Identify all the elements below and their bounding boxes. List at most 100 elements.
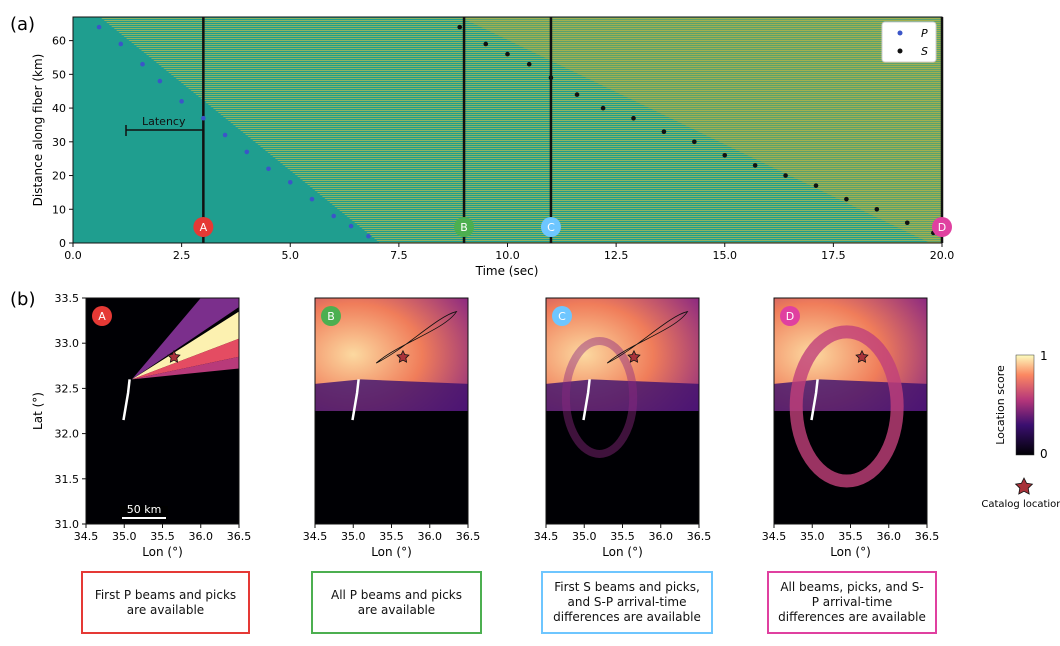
marker-label: C [547, 221, 555, 234]
map-badge-label: A [98, 310, 106, 323]
marker-badge [193, 217, 214, 237]
marker-badge [454, 217, 475, 237]
map-badge-label: B [327, 310, 335, 323]
latency-bracket: Latency [125, 115, 204, 136]
s-pick [844, 196, 849, 202]
sp-ring [561, 336, 638, 458]
x-tick-label: 36.0 [189, 530, 214, 543]
y-tick-label: 50 [52, 68, 66, 81]
catalog-star-icon [167, 349, 181, 363]
contour [606, 310, 689, 364]
s-pick [783, 173, 788, 178]
p-pick [287, 179, 293, 185]
y-tick-label: 0 [59, 237, 66, 250]
scalebar-label: 50 km [127, 503, 162, 516]
legend-s-label: S [921, 45, 928, 58]
y-tick-label: 10 [52, 203, 66, 216]
s-pick [692, 139, 697, 145]
x-tick-label: 10.0 [495, 249, 520, 262]
x-tick-label: 36.5 [227, 530, 252, 543]
x-tick-label: 35.0 [800, 530, 825, 543]
x-tick-label: 17.5 [821, 249, 846, 262]
legend-s-dot [897, 48, 903, 54]
map-ylabel: Lat (°) [31, 392, 45, 430]
caption-d: All beams, picks, and S-P arrival-time d… [767, 571, 937, 634]
s-pick [457, 24, 463, 30]
s-pick [574, 92, 580, 97]
map-xlabel: Lon (°) [830, 545, 871, 559]
s-pick [813, 183, 819, 188]
s-pick [631, 115, 636, 121]
marker-badges: A B C D [193, 217, 952, 237]
colorbar-max: 1 [1040, 349, 1048, 363]
panel-a-xlabel: Time (sec) [475, 264, 539, 278]
legend-p-dot [897, 30, 903, 36]
p-pick [118, 41, 124, 47]
y-tick-label: 32.0 [55, 428, 80, 441]
x-tick-label: 15.0 [713, 249, 738, 262]
score-field-low [315, 379, 468, 411]
colorbar-ramp [1015, 354, 1035, 456]
map-badge-label: C [558, 310, 566, 323]
x-tick-label: 35.5 [379, 530, 404, 543]
s-pick [505, 51, 510, 57]
contour [375, 310, 458, 364]
beam-sector [131, 338, 239, 380]
marker-b: B [454, 217, 475, 237]
scalebar-bg [120, 506, 168, 520]
y-tick-label: 33.5 [55, 292, 80, 305]
y-tick-label: 60 [52, 35, 66, 48]
x-tick-label: 34.5 [762, 530, 787, 543]
s-pick [722, 152, 728, 158]
s-pick [483, 41, 489, 47]
x-tick-label: 35.5 [838, 530, 863, 543]
marker-badge [932, 217, 952, 237]
catalog-star-icon [396, 349, 410, 363]
y-tick-label: 32.5 [55, 382, 80, 395]
colorbar-min: 0 [1040, 447, 1048, 461]
y-tick-label: 31.0 [55, 518, 80, 531]
caption-c: First S beams and picks, and S-P arrival… [541, 571, 713, 634]
p-pick [309, 196, 315, 202]
s-pick [904, 220, 910, 226]
catalog-star-icon [1014, 477, 1034, 495]
marker-c: C [540, 217, 561, 237]
fiber-path [122, 379, 131, 421]
x-tick-label: 35.5 [150, 530, 175, 543]
das-wavefield [100, 17, 942, 243]
marker-label: B [460, 221, 468, 234]
p-pick [222, 132, 228, 138]
y-tick-label: 40 [52, 102, 66, 115]
p-pick [96, 24, 102, 30]
p-pick [140, 61, 145, 67]
y-tick-label: 20 [52, 170, 66, 183]
s-pick [661, 129, 667, 134]
map-c: C 34.5 35.0 35.5 36.0 36.5 Lon (°) [534, 297, 711, 559]
legend: P S [881, 21, 937, 63]
x-tick-label: 34.5 [303, 530, 328, 543]
marker-badge [540, 217, 561, 237]
map-xlabel: Lon (°) [602, 545, 643, 559]
x-tick-label: 35.0 [572, 530, 597, 543]
caption-a: First P beams and picks are available [81, 571, 250, 634]
colorbar: 1 0 Location score [994, 349, 1048, 461]
x-tick-label: 35.5 [610, 530, 635, 543]
legend-p-label: P [921, 27, 928, 40]
s-pick [874, 206, 880, 212]
p-pick [201, 115, 206, 121]
marker-a: A [193, 217, 214, 237]
s-pick [752, 163, 758, 168]
map-b: B 34.5 35.0 35.5 36.0 36.5 Lon (°) [303, 297, 480, 559]
x-tick-label: 36.0 [649, 530, 674, 543]
map-badge [780, 306, 800, 326]
x-tick-label: 2.5 [173, 249, 191, 262]
caption-b: All P beams and picks are available [311, 571, 482, 634]
fiber-path [582, 379, 591, 421]
s-pick [526, 61, 532, 67]
location-maps: A 34.5 35.0 35.5 36.0 36.5 Lon (°) 31.0 31.5 32.0… [31, 292, 939, 559]
x-tick-label: 20.0 [930, 249, 955, 262]
map-badge [92, 306, 112, 326]
p-pick [348, 223, 354, 229]
panel-a-ylabel: Distance along fiber (km) [31, 54, 45, 207]
